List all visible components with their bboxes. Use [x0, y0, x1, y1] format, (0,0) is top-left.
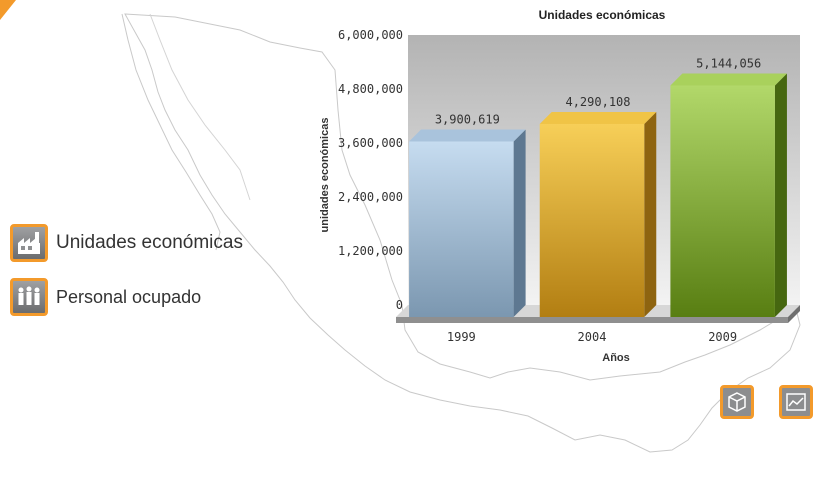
line-chart-button[interactable] — [779, 385, 813, 419]
y-tick-label: 3,600,000 — [338, 136, 403, 150]
y-tick-label: 4,800,000 — [338, 82, 403, 96]
bar — [670, 85, 775, 317]
plot-floor-side — [788, 305, 800, 323]
menu-item-unidades[interactable]: Unidades económicas — [10, 221, 243, 265]
chart-title: Unidades económicas — [539, 8, 666, 22]
x-axis-label: Años — [602, 352, 630, 364]
y-axis-label: unidades económicas — [319, 118, 331, 233]
y-tick-label: 6,000,000 — [338, 28, 403, 42]
bar-top — [670, 73, 787, 86]
menu-label-unidades: Unidades económicas — [56, 232, 243, 253]
x-tick-label: 1999 — [447, 330, 476, 344]
bar-chart: Unidades económicas unidades económicas … — [319, 8, 800, 364]
data-label: 3,900,619 — [435, 112, 500, 126]
bar — [539, 123, 645, 318]
people-icon — [10, 278, 48, 316]
bar-side — [774, 73, 787, 317]
x-tick-label: 2004 — [578, 330, 607, 344]
bar-top — [409, 129, 526, 142]
y-tick-label: 0 — [396, 298, 403, 312]
bar-side — [644, 111, 657, 318]
cube-3d-icon — [728, 392, 746, 412]
y-tick-label: 1,200,000 — [338, 244, 403, 258]
line-chart-icon — [786, 393, 806, 411]
view-3d-button[interactable] — [720, 385, 754, 419]
bar-side — [513, 129, 526, 317]
y-tick-label: 2,400,000 — [338, 190, 403, 204]
corner-tab — [0, 0, 16, 20]
bar — [409, 141, 514, 317]
factory-icon — [10, 224, 48, 262]
x-tick-label: 2009 — [708, 330, 737, 344]
indicator-menu: Unidades económicas Personal ocupado — [10, 221, 243, 329]
bar-top — [539, 111, 657, 124]
data-label: 5,144,056 — [696, 57, 761, 71]
menu-item-personal[interactable]: Personal ocupado — [10, 275, 243, 319]
menu-label-personal: Personal ocupado — [56, 286, 202, 307]
data-label: 4,290,108 — [565, 95, 630, 109]
plot-floor-front — [396, 317, 788, 323]
